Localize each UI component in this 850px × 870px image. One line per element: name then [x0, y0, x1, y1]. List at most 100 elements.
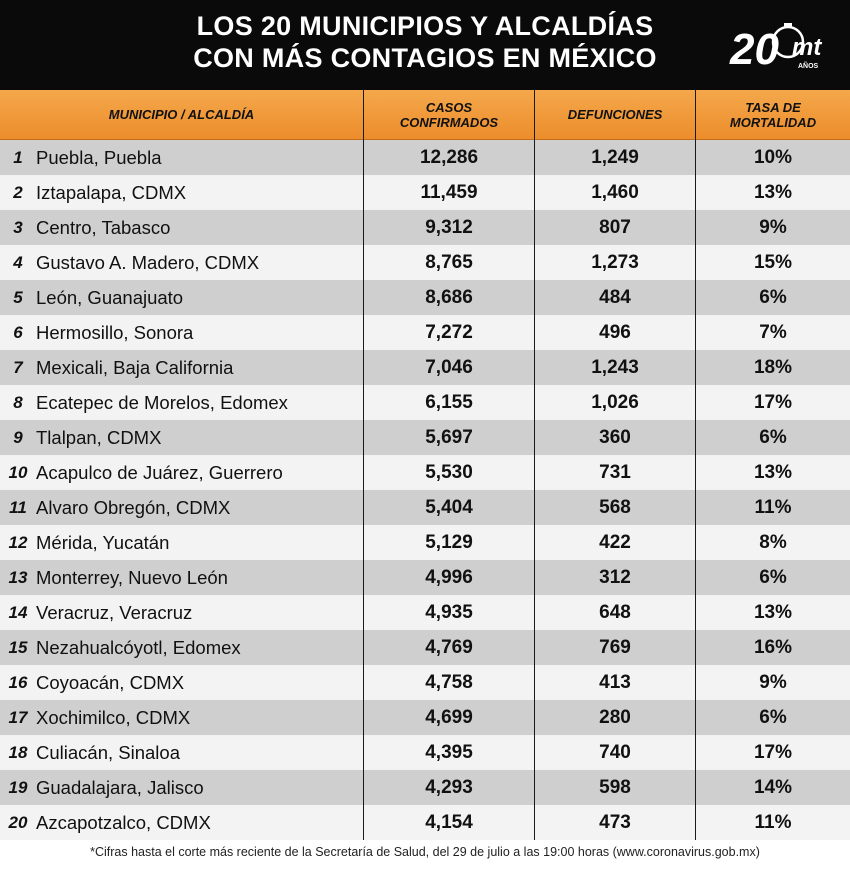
- municipio-cell: Hermosillo, Sonora: [36, 321, 194, 343]
- rank-cell: 18: [8, 742, 28, 762]
- mt-20-anos-logo-icon: 20 mt AÑOS: [729, 23, 822, 74]
- rank-cell: 19: [8, 777, 28, 797]
- rank-cell: 16: [8, 672, 28, 692]
- tasa-cell: 11%: [754, 496, 792, 518]
- municipio-cell: Gustavo A. Madero, CDMX: [36, 251, 260, 273]
- defunciones-cell: 731: [599, 461, 631, 483]
- defunciones-cell: 740: [599, 741, 631, 763]
- rank-cell: 6: [13, 322, 23, 342]
- rank-cell: 10: [8, 462, 28, 482]
- header-bar: LOS 20 MUNICIPIOS Y ALCALDÍAS CON MÁS CO…: [0, 0, 850, 90]
- table-row: 16 Coyoacán, CDMX 4,758 413 9%: [0, 665, 850, 700]
- rank-cell: 13: [8, 567, 28, 587]
- casos-cell: 4,293: [425, 776, 473, 798]
- municipio-cell: Nezahualcóyotl, Edomex: [36, 636, 241, 658]
- logo-stopwatch-button: [784, 23, 792, 27]
- rank-cell: 9: [13, 427, 23, 447]
- defunciones-cell: 1,026: [591, 391, 639, 413]
- tasa-cell: 13%: [753, 181, 793, 203]
- municipio-cell: Guadalajara, Jalisco: [36, 776, 204, 798]
- municipio-cell: Ecatepec de Morelos, Edomex: [36, 391, 288, 413]
- municipio-cell: Puebla, Puebla: [36, 146, 162, 168]
- casos-cell: 6,155: [425, 391, 473, 413]
- rank-cell: 4: [13, 252, 23, 272]
- column-header-municipio: MUNICIPIO / ALCALDÍA: [108, 107, 255, 122]
- casos-cell: 8,765: [425, 251, 473, 273]
- table-row: 10 Acapulco de Juárez, Guerrero 5,530 731 13…: [0, 455, 850, 490]
- municipio-cell: Xochimilco, CDMX: [36, 706, 191, 728]
- tasa-cell: 7%: [759, 321, 787, 343]
- column-divider: [363, 90, 364, 840]
- defunciones-cell: 473: [599, 811, 631, 833]
- casos-cell: 7,272: [425, 321, 473, 343]
- casos-cell: 4,699: [425, 706, 473, 728]
- municipio-cell: Azcapotzalco, CDMX: [36, 811, 211, 833]
- logo-number: 20: [729, 25, 779, 74]
- rank-cell: 12: [8, 532, 28, 552]
- defunciones-cell: 413: [599, 671, 631, 693]
- casos-cell: 8,686: [425, 286, 473, 308]
- table-row: 2 Iztapalapa, CDMX 11,459 1,460 13%: [0, 175, 850, 210]
- tasa-cell: 6%: [759, 286, 787, 308]
- table-row: 17 Xochimilco, CDMX 4,699 280 6%: [0, 700, 850, 735]
- tasa-cell: 6%: [759, 566, 787, 588]
- tasa-cell: 16%: [753, 636, 793, 658]
- defunciones-cell: 312: [599, 566, 631, 588]
- defunciones-cell: 496: [599, 321, 631, 343]
- municipio-cell: Tlalpan, CDMX: [36, 426, 162, 448]
- table-row: 19 Guadalajara, Jalisco 4,293 598 14%: [0, 770, 850, 805]
- casos-cell: 5,697: [425, 426, 473, 448]
- rank-cell: 14: [8, 602, 28, 622]
- defunciones-cell: 807: [599, 216, 631, 238]
- title-line-2: CON MÁS CONTAGIOS EN MÉXICO: [193, 43, 657, 73]
- municipio-cell: Acapulco de Juárez, Guerrero: [36, 461, 283, 483]
- table-body: 1 Puebla, Puebla 12,286 1,249 10% 2 Iztapalapa…: [0, 140, 850, 840]
- table-row: 11 Alvaro Obregón, CDMX 5,404 568 11%: [0, 490, 850, 525]
- tasa-cell: 9%: [759, 671, 787, 693]
- rank-cell: 1: [13, 147, 23, 167]
- tasa-cell: 14%: [753, 776, 793, 798]
- rank-cell: 11: [9, 497, 27, 517]
- tasa-cell: 6%: [759, 706, 787, 728]
- casos-cell: 5,530: [425, 461, 473, 483]
- table-row: 14 Veracruz, Veracruz 4,935 648 13%: [0, 595, 850, 630]
- table-row: 5 León, Guanajuato 8,686 484 6%: [0, 280, 850, 315]
- rank-cell: 5: [13, 287, 23, 307]
- column-header-casos: CASOS CONFIRMADOS: [399, 99, 499, 130]
- logo-brand: mt: [792, 34, 822, 61]
- tasa-cell: 11%: [754, 811, 792, 833]
- table-row: 12 Mérida, Yucatán 5,129 422 8%: [0, 525, 850, 560]
- tasa-cell: 17%: [753, 741, 793, 763]
- tasa-cell: 18%: [753, 356, 793, 378]
- table-row: 1 Puebla, Puebla 12,286 1,249 10%: [0, 140, 850, 175]
- municipio-cell: Mérida, Yucatán: [36, 531, 170, 553]
- table-row: 9 Tlalpan, CDMX 5,697 360 6%: [0, 420, 850, 455]
- municipio-cell: León, Guanajuato: [36, 286, 184, 308]
- casos-cell: 5,129: [425, 531, 473, 553]
- table-row: 15 Nezahualcóyotl, Edomex 4,769 769 16%: [0, 630, 850, 665]
- tasa-cell: 9%: [759, 216, 787, 238]
- municipio-cell: Alvaro Obregón, CDMX: [36, 496, 231, 518]
- defunciones-cell: 568: [599, 496, 631, 518]
- table-row: 7 Mexicali, Baja California 7,046 1,243 18%: [0, 350, 850, 385]
- tasa-cell: 17%: [753, 391, 793, 413]
- table-row: 3 Centro, Tabasco 9,312 807 9%: [0, 210, 850, 245]
- tasa-cell: 10%: [753, 146, 793, 168]
- municipio-cell: Mexicali, Baja California: [36, 356, 234, 378]
- title-line-1: LOS 20 MUNICIPIOS Y ALCALDÍAS: [196, 11, 654, 41]
- municipio-cell: Iztapalapa, CDMX: [36, 181, 187, 203]
- municipio-cell: Coyoacán, CDMX: [36, 671, 185, 693]
- casos-cell: 4,154: [425, 811, 473, 833]
- rank-cell: 15: [8, 637, 28, 657]
- casos-cell: 9,312: [425, 216, 473, 238]
- table-row: 4 Gustavo A. Madero, CDMX 8,765 1,273 15%: [0, 245, 850, 280]
- defunciones-cell: 484: [599, 286, 631, 308]
- footnote: *Cifras hasta el corte más reciente de l…: [90, 845, 760, 859]
- rank-cell: 17: [8, 707, 28, 727]
- defunciones-cell: 1,249: [591, 146, 639, 168]
- table-row: 8 Ecatepec de Morelos, Edomex 6,155 1,026 17…: [0, 385, 850, 420]
- casos-cell: 4,758: [425, 671, 473, 693]
- municipio-cell: Monterrey, Nuevo León: [36, 566, 228, 588]
- casos-cell: 12,286: [419, 146, 479, 168]
